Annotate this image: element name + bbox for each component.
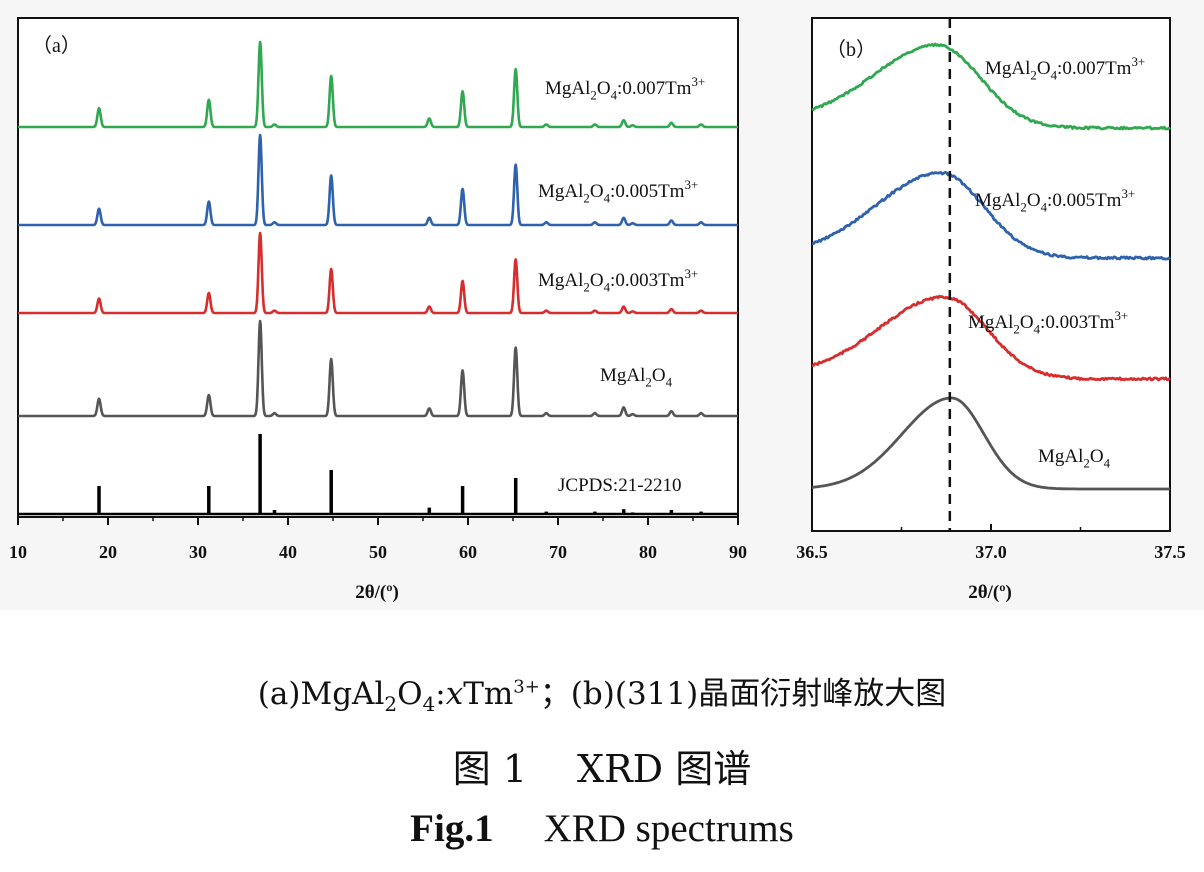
series-tm-0005 — [17, 133, 739, 227]
subcaption-sub-2: 2 — [384, 692, 398, 717]
subcaption-a-text: (a)MgAl — [257, 676, 385, 712]
panel-a-label: （a） — [32, 34, 81, 57]
x-tick-label-a-90: 90 — [729, 542, 747, 562]
subcaption-colon: : — [435, 676, 446, 712]
label-tm-0005: MgAl2O4:0.005Tm3+ — [538, 177, 698, 205]
x-tick-label-a-60: 60 — [459, 542, 477, 562]
series-mgal2o4 — [17, 319, 739, 418]
label-mgal2o4: MgAl2O4​ — [600, 365, 673, 389]
subcaption-b-text: ；(b)(311)晶面衍射峰放大图 — [539, 676, 947, 712]
panel-b-label: （b） — [826, 38, 876, 61]
x-axis-title-b: 2θ/(º) — [968, 582, 1012, 603]
series-jcpds-2210 — [18, 434, 738, 516]
zoom-series-tm-0007 — [811, 42, 1171, 131]
zoom-series-tm-0005 — [811, 171, 1172, 261]
subcaption-sup: 3+ — [513, 676, 540, 698]
x-tick-label-a-50: 50 — [369, 542, 387, 562]
zoom-label-tm-0005: MgAl2O4:0.005Tm3+ — [975, 186, 1135, 214]
caption-en-title: XRD spectrums — [543, 807, 794, 850]
caption-cn-title: XRD 图谱 — [577, 747, 752, 791]
series-tm-0003 — [17, 231, 739, 315]
subcaption-tm: Tm — [463, 676, 514, 712]
x-tick-label-a-70: 70 — [549, 542, 567, 562]
panel-b-frame — [811, 17, 1171, 532]
zoom-label-mgal2o4: MgAl2O4​ — [1038, 446, 1111, 470]
x-tick-label-b-36.5: 36.5 — [796, 542, 828, 562]
zoom-series-tm-0003 — [811, 294, 1172, 382]
zoom-label-tm-0003: MgAl2O4:0.003Tm3+ — [968, 308, 1128, 336]
x-axis-title-a: 2θ/(º) — [355, 582, 399, 603]
figure: JCPDS:21-2210 MgAl2O4​ MgAl2O4:0.003Tm3+ Mg… — [9, 17, 1186, 603]
x-tick-label-a-40: 40 — [279, 542, 297, 562]
caption-cn-number: 图 1 — [452, 747, 528, 791]
subcaption-sub-4: 4 — [422, 692, 436, 717]
x-tick-label-a-20: 20 — [99, 542, 117, 562]
label-tm-0007: MgAl2O4:0.007Tm3+ — [545, 74, 705, 102]
x-tick-label-b-37.5: 37.5 — [1154, 542, 1186, 562]
x-tick-label-b-37.0: 37.0 — [975, 542, 1007, 562]
x-tick-label-a-10: 10 — [9, 542, 27, 562]
x-tick-label-a-30: 30 — [189, 542, 207, 562]
figure-subcaption: (a)MgAl2O4:xTm3+；(b)(311)晶面衍射峰放大图 — [0, 668, 1204, 716]
series-tm-0007 — [17, 40, 739, 129]
label-tm-0003: MgAl2O4:0.003Tm3+ — [538, 266, 698, 294]
figure-caption-en: Fig.1 XRD spectrums — [0, 806, 1204, 851]
caption-en-number: Fig.1 — [410, 807, 494, 850]
xrd-figure: JCPDS:21-2210 MgAl2O4​ MgAl2O4:0.003Tm3+ Mg… — [9, 17, 1186, 603]
subcaption-x: x — [445, 676, 464, 712]
zoom-label-tm-0007: MgAl2O4:0.007Tm3+ — [985, 54, 1145, 82]
x-tick-label-a-80: 80 — [639, 542, 657, 562]
subcaption-o: O — [397, 676, 423, 712]
zoom-series-mgal2o4 — [811, 396, 1170, 491]
figure-caption-cn: 图 1 XRD 图谱 — [0, 738, 1204, 793]
label-jcpds-2210: JCPDS:21-2210 — [558, 475, 682, 496]
panel-a-frame — [17, 17, 739, 518]
